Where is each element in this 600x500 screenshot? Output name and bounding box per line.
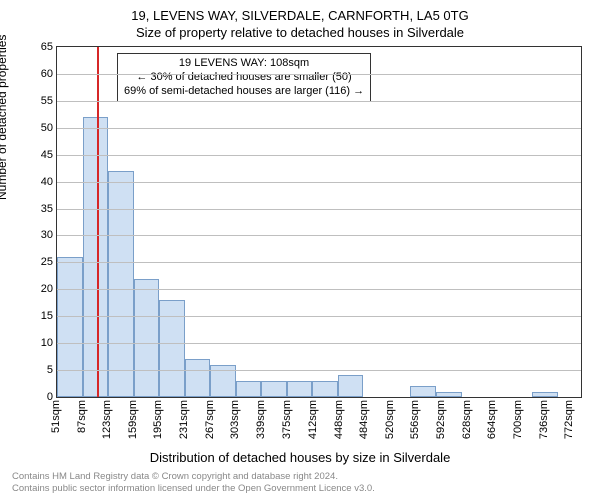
histogram-bar <box>134 279 160 397</box>
gridline <box>57 370 581 371</box>
histogram-bar <box>108 171 134 397</box>
histogram-bar <box>338 375 364 397</box>
histogram-bar <box>261 381 287 397</box>
histogram-bar <box>159 300 185 397</box>
gridline <box>57 74 581 75</box>
y-tick-label: 10 <box>41 337 53 349</box>
histogram-bar <box>83 117 109 397</box>
chart-area: 19 LEVENS WAY: 108sqm ← 30% of detached … <box>56 46 582 398</box>
x-tick-label: 664sqm <box>486 400 498 439</box>
y-tick-label: 35 <box>41 203 53 215</box>
x-tick-label: 448sqm <box>333 400 345 439</box>
x-tick-label: 772sqm <box>563 400 575 439</box>
histogram-bar <box>532 392 558 397</box>
histogram-bar <box>185 359 211 397</box>
x-ticks-group: 51sqm87sqm123sqm159sqm195sqm231sqm267sqm… <box>56 398 582 448</box>
y-tick-label: 45 <box>41 149 53 161</box>
gridline <box>57 343 581 344</box>
annotation-line1: 19 LEVENS WAY: 108sqm <box>124 57 364 71</box>
y-tick-label: 5 <box>47 364 53 376</box>
gridline <box>57 209 581 210</box>
gridline <box>57 289 581 290</box>
x-tick-label: 123sqm <box>101 400 113 439</box>
x-tick-label: 267sqm <box>204 400 216 439</box>
y-axis-label: Number of detached properties <box>0 35 9 200</box>
footer-attribution: Contains HM Land Registry data © Crown c… <box>10 471 590 495</box>
footer-line2: Contains public sector information licen… <box>12 483 590 495</box>
y-tick-label: 25 <box>41 256 53 268</box>
gridline <box>57 316 581 317</box>
y-tick-label: 50 <box>41 122 53 134</box>
x-tick-label: 195sqm <box>152 400 164 439</box>
x-tick-label: 87sqm <box>76 400 88 433</box>
x-tick-label: 556sqm <box>409 400 421 439</box>
x-tick-label: 231sqm <box>178 400 190 439</box>
y-tick-label: 30 <box>41 229 53 241</box>
x-tick-label: 159sqm <box>127 400 139 439</box>
x-axis-label: Distribution of detached houses by size … <box>10 450 590 465</box>
x-tick-label: 736sqm <box>538 400 550 439</box>
histogram-bar <box>287 381 313 397</box>
annotation-box: 19 LEVENS WAY: 108sqm ← 30% of detached … <box>117 53 371 102</box>
histogram-bar <box>410 386 436 397</box>
y-tick-label: 65 <box>41 41 53 53</box>
plot-area: 19 LEVENS WAY: 108sqm ← 30% of detached … <box>56 46 582 398</box>
x-tick-label: 412sqm <box>307 400 319 439</box>
gridline <box>57 235 581 236</box>
reference-marker-line <box>97 47 99 397</box>
y-tick-label: 55 <box>41 95 53 107</box>
chart-title-line2: Size of property relative to detached ho… <box>10 25 590 40</box>
x-tick-label: 303sqm <box>229 400 241 439</box>
histogram-bar <box>236 381 262 397</box>
gridline <box>57 128 581 129</box>
x-tick-label: 484sqm <box>358 400 370 439</box>
y-tick-label: 20 <box>41 283 53 295</box>
x-tick-label: 51sqm <box>50 400 62 433</box>
gridline <box>57 182 581 183</box>
chart-title-line1: 19, LEVENS WAY, SILVERDALE, CARNFORTH, L… <box>10 8 590 23</box>
x-tick-label: 628sqm <box>461 400 473 439</box>
x-tick-label: 592sqm <box>435 400 447 439</box>
annotation-line2: ← 30% of detached houses are smaller (50… <box>124 71 364 85</box>
histogram-bar <box>57 257 83 397</box>
footer-line1: Contains HM Land Registry data © Crown c… <box>12 471 590 483</box>
annotation-line3: 69% of semi-detached houses are larger (… <box>124 85 364 99</box>
y-tick-label: 40 <box>41 176 53 188</box>
y-tick-label: 15 <box>41 310 53 322</box>
x-tick-label: 700sqm <box>512 400 524 439</box>
chart-container: 19, LEVENS WAY, SILVERDALE, CARNFORTH, L… <box>0 0 600 500</box>
histogram-bar <box>312 381 338 397</box>
x-tick-label: 339sqm <box>255 400 267 439</box>
x-tick-label: 375sqm <box>281 400 293 439</box>
gridline <box>57 101 581 102</box>
x-tick-label: 520sqm <box>384 400 396 439</box>
histogram-bar <box>436 392 462 397</box>
gridline <box>57 262 581 263</box>
gridline <box>57 155 581 156</box>
y-tick-label: 60 <box>41 68 53 80</box>
